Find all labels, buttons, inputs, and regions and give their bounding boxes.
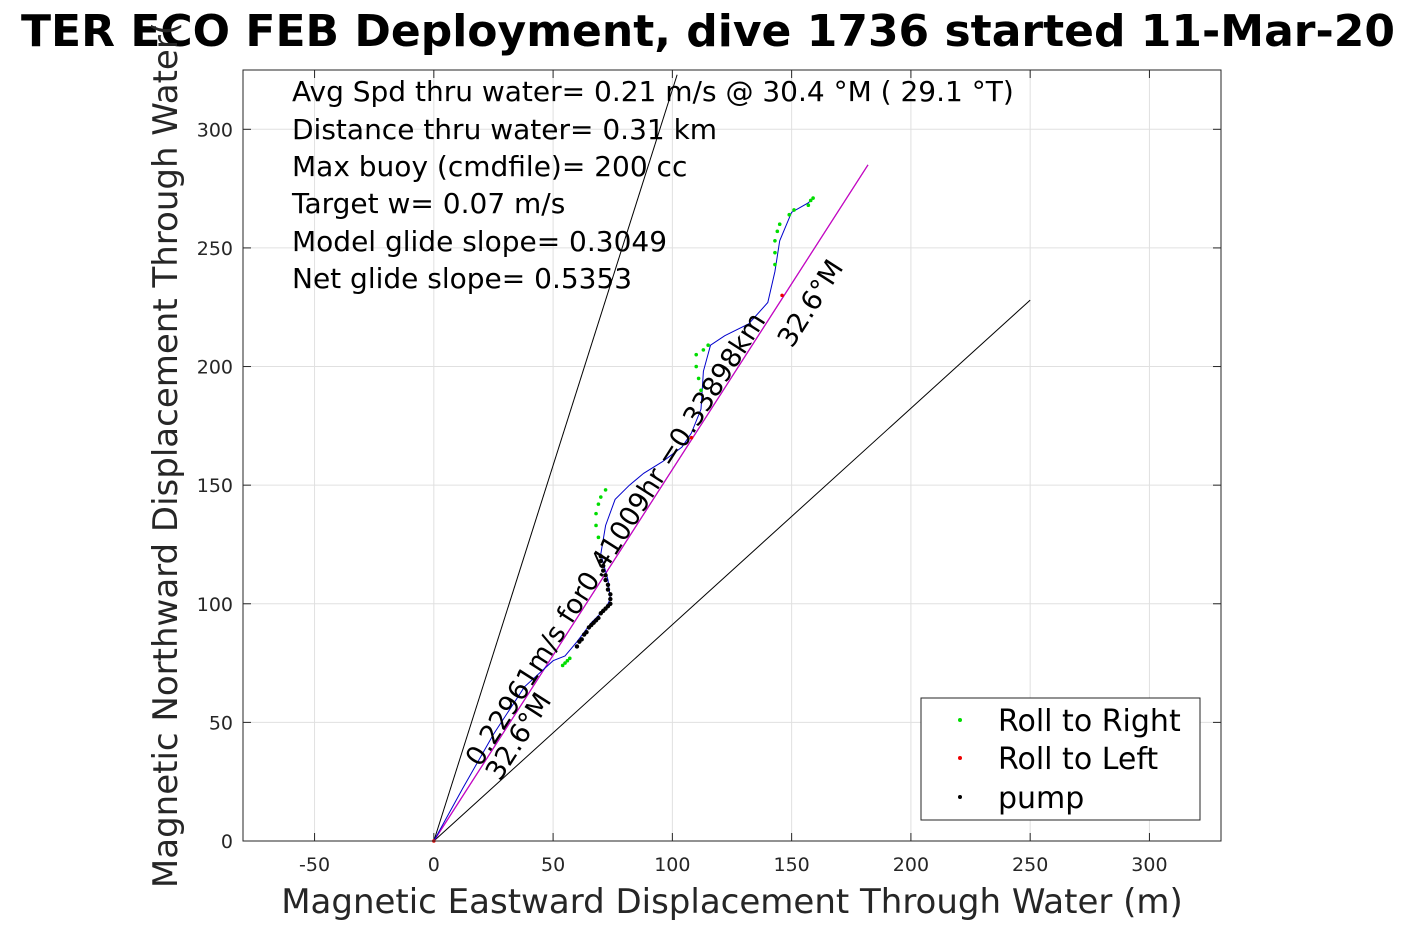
point-pump (603, 577, 608, 583)
x-tick-label: 250 (1012, 854, 1048, 876)
series-layer (432, 74, 1031, 843)
point-pump (574, 644, 580, 649)
y-tick-label: 50 (209, 712, 233, 734)
point-roll-to-right (775, 229, 780, 234)
legend-box (920, 697, 1201, 821)
y-tick-label: 200 (197, 357, 233, 379)
point-pump (603, 573, 608, 578)
point-roll-to-right (560, 663, 565, 668)
point-pump (608, 596, 613, 602)
point-pump (596, 615, 601, 621)
point-roll-to-right (694, 352, 699, 357)
point-roll-to-right (706, 343, 710, 347)
glide-path-line (433, 164, 869, 842)
point-roll-to-right (773, 250, 777, 255)
point-roll-to-right (596, 535, 601, 540)
legend-label-roll-right: Roll to Right (998, 704, 1181, 739)
point-pump (605, 587, 611, 592)
stat-net-glide-slope: Net glide slope= 0.5353 (292, 262, 632, 295)
point-roll-to-right (701, 348, 706, 352)
stat-distance: Distance thru water= 0.31 km (292, 113, 717, 146)
point-roll-to-right (594, 511, 598, 516)
point-roll-to-right (773, 239, 777, 243)
point-roll-to-right (565, 658, 570, 663)
x-axis-label: Magnetic Eastward Displacement Through W… (281, 882, 1183, 922)
stat-avg-speed: Avg Spd thru water= 0.21 m/s @ 30.4 °M (… (292, 75, 1014, 108)
point-pump (579, 637, 584, 642)
legend-marker-pump (958, 795, 962, 799)
y-tick-label: 150 (197, 475, 233, 497)
legend-label-roll-left: Roll to Left (998, 742, 1158, 777)
legend-marker-roll-right (958, 718, 962, 722)
point-pump (608, 601, 613, 606)
point-pump (598, 554, 604, 559)
point-roll-to-right (792, 208, 796, 212)
point-pump (605, 582, 611, 587)
stat-model-glide-slope: Model glide slope= 0.3049 (292, 225, 667, 258)
x-tick-label: 100 (654, 854, 690, 876)
stat-target-w: Target w= 0.07 m/s (291, 187, 565, 220)
point-pump (600, 563, 606, 569)
chart-title: TER ECO FEB Deployment, dive 1736 starte… (21, 6, 1395, 57)
legend-marker-roll-left (958, 756, 962, 760)
point-roll-to-right (811, 196, 815, 200)
point-pump (598, 558, 604, 564)
reference-line (433, 74, 678, 842)
x-tick-label: 300 (1131, 854, 1167, 876)
point-roll-to-left (689, 435, 694, 440)
point-roll-to-right (603, 488, 608, 492)
y-tick-label: 0 (221, 831, 233, 853)
y-axis-label: Magnetic Northward Displacement Through … (146, 22, 186, 888)
x-tick-label: -50 (299, 854, 330, 876)
x-tick-label: 50 (541, 854, 565, 876)
plot-frame (242, 69, 1222, 842)
y-tick-label: 300 (197, 119, 233, 141)
point-roll-to-right (563, 661, 567, 665)
point-roll-to-right (806, 203, 811, 208)
legend-label-pump: pump (998, 781, 1084, 816)
x-tick-label: 200 (893, 854, 929, 876)
point-roll-to-right (694, 364, 699, 369)
point-roll-to-right (594, 523, 598, 528)
point-roll-to-right (699, 388, 703, 393)
y-tick-label: 250 (197, 238, 233, 260)
x-tick-label: 0 (428, 854, 440, 876)
point-pump (608, 592, 613, 597)
point-roll-to-right (696, 376, 701, 381)
y-tick-label: 100 (197, 594, 233, 616)
point-roll-to-right (599, 495, 603, 499)
track-line (433, 197, 814, 842)
point-pump (600, 568, 606, 573)
legend: Roll to Right Roll to Left pump (920, 697, 1201, 821)
stat-max-buoy: Max buoy (cmdfile)= 200 cc (292, 150, 687, 183)
point-roll-to-right (773, 262, 777, 267)
x-tick-label: 150 (774, 854, 810, 876)
axis-ticks: -50 0 50 100 150 200 250 300 0 50 100 150 200 250 300 (197, 70, 1221, 876)
point-roll-to-right (567, 656, 572, 661)
reference-line (433, 299, 1031, 842)
point-roll-to-left (780, 293, 784, 298)
point-roll-to-right (808, 198, 813, 203)
point-pump (584, 630, 589, 635)
point-roll-to-right (787, 212, 792, 217)
point-roll-to-right (777, 222, 782, 226)
point-roll-to-right (596, 502, 601, 506)
